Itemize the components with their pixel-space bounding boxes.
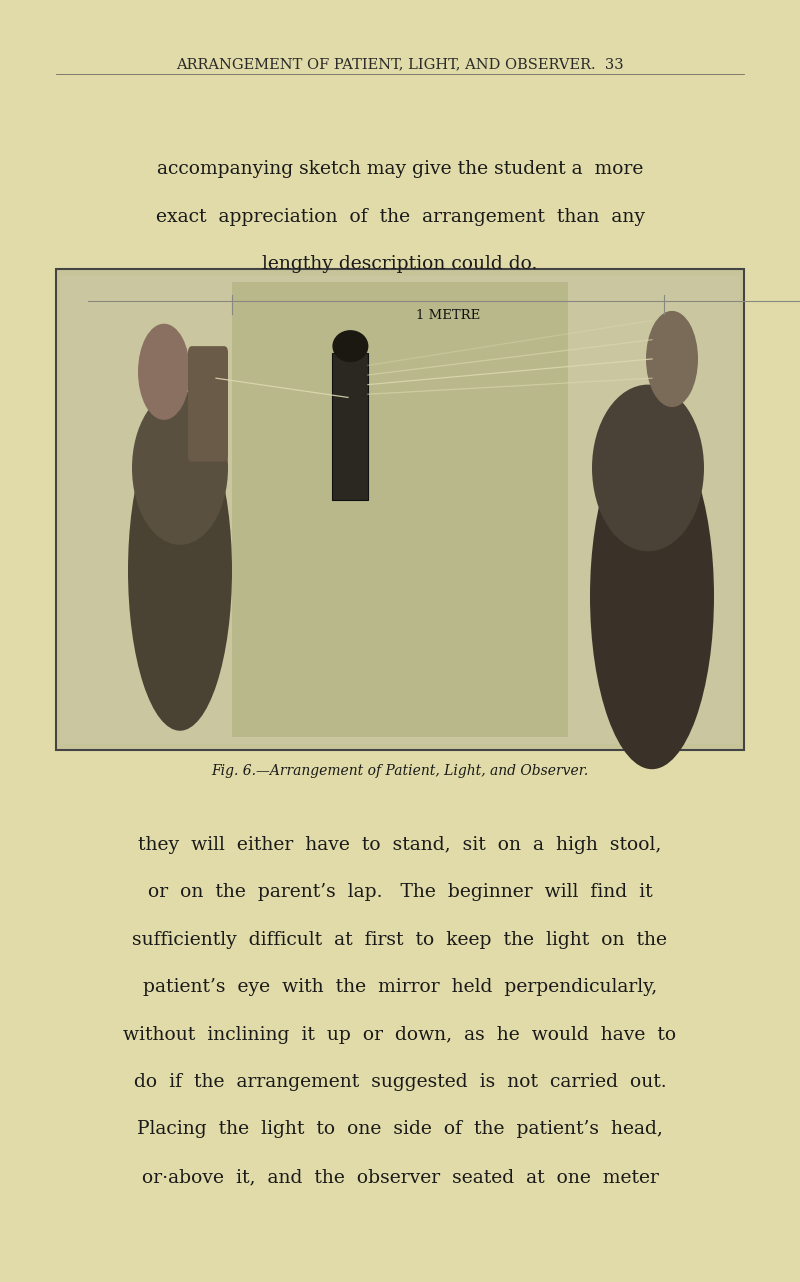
Text: without  inclining  it  up  or  down,  as  he  would  have  to: without inclining it up or down, as he w…: [123, 1026, 677, 1044]
Text: mirror,  it  is  best,  as  here  shown,  to  keep  the  sur-: mirror, it is best, as here shown, to ke…: [138, 350, 662, 368]
Text: Placing  the  light  to  one  side  of  the  patient’s  head,: Placing the light to one side of the pat…: [137, 1120, 663, 1138]
Ellipse shape: [590, 423, 714, 769]
Bar: [232, 282, 568, 737]
Ellipse shape: [592, 385, 704, 551]
Ellipse shape: [132, 391, 228, 545]
Bar: [56, 269, 744, 750]
Text: 1 METRE: 1 METRE: [416, 309, 480, 322]
Ellipse shape: [138, 324, 190, 420]
Text: or·above  it,  and  the  observer  seated  at  one  meter: or·above it, and the observer seated at …: [142, 1168, 658, 1186]
Text: or  on  the  parent’s  lap.   The  beginner  will  find  it: or on the parent’s lap. The beginner wil…: [148, 883, 652, 901]
Text: For  convenience  of  the  beginner  in  using  the: For convenience of the beginner in using…: [154, 303, 646, 320]
Text: geon’s  eye,  the  light,  and  the  patient’s  eye  on  a: geon’s eye, the light, and the patient’s…: [149, 397, 651, 415]
FancyBboxPatch shape: [188, 346, 228, 462]
Bar: [332, 353, 368, 500]
Text: lengthy description could do.: lengthy description could do.: [262, 255, 538, 273]
Text: ARRANGEMENT OF PATIENT, LIGHT, AND OBSERVER.  33: ARRANGEMENT OF PATIENT, LIGHT, AND OBSER…: [176, 58, 624, 72]
Ellipse shape: [333, 329, 368, 362]
Text: sufficiently  difficult  at  first  to  keep  the  light  on  the: sufficiently difficult at first to keep …: [133, 931, 667, 949]
Ellipse shape: [128, 410, 232, 731]
Text: exact  appreciation  of  the  arrangement  than  any: exact appreciation of the arrangement th…: [155, 208, 645, 226]
Bar: [60, 276, 740, 744]
Text: accompanying sketch may give the student a  more: accompanying sketch may give the student…: [157, 160, 643, 178]
Text: horizontal  line,  and  to  accomplish  this  in  children: horizontal line, and to accomplish this …: [144, 445, 656, 463]
Ellipse shape: [646, 310, 698, 408]
Text: patient’s  eye  with  the  mirror  held  perpendicularly,: patient’s eye with the mirror held perpe…: [143, 978, 657, 996]
Text: they  will  either  have  to  stand,  sit  on  a  high  stool,: they will either have to stand, sit on a…: [138, 836, 662, 854]
Text: Fig. 6.—Arrangement of Patient, Light, and Observer.: Fig. 6.—Arrangement of Patient, Light, a…: [211, 764, 589, 778]
Text: do  if  the  arrangement  suggested  is  not  carried  out.: do if the arrangement suggested is not c…: [134, 1073, 666, 1091]
